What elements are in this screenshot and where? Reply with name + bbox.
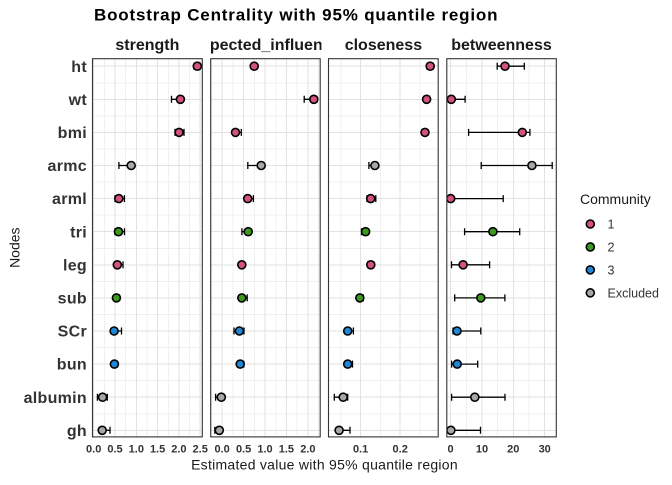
svg-text:1.5: 1.5	[279, 444, 294, 456]
svg-text:1: 1	[608, 218, 615, 232]
svg-text:Expected_influence: Expected_influence	[190, 37, 340, 54]
svg-text:0: 0	[448, 444, 454, 456]
svg-text:0.2: 0.2	[393, 444, 408, 456]
svg-text:Excluded: Excluded	[608, 286, 659, 300]
svg-text:strength: strength	[115, 37, 179, 54]
svg-text:Bootstrap Centrality with 95%: Bootstrap Centrality with 95% quantile r…	[94, 6, 498, 25]
svg-text:albumin: albumin	[24, 390, 87, 407]
svg-text:2.0: 2.0	[300, 444, 315, 456]
svg-text:10: 10	[476, 444, 488, 456]
svg-text:Nodes: Nodes	[7, 227, 23, 267]
svg-text:2.0: 2.0	[171, 444, 186, 456]
svg-text:Community: Community	[580, 191, 651, 207]
svg-text:20: 20	[507, 444, 519, 456]
svg-text:closeness: closeness	[345, 37, 422, 54]
svg-text:2.5: 2.5	[193, 444, 208, 456]
svg-text:1.0: 1.0	[129, 444, 144, 456]
svg-text:3: 3	[608, 263, 615, 277]
svg-text:gh: gh	[67, 423, 87, 440]
svg-text:wt: wt	[68, 92, 88, 109]
svg-text:armc: armc	[48, 158, 87, 175]
svg-text:bmi: bmi	[58, 125, 87, 142]
svg-text:30: 30	[539, 444, 551, 456]
svg-text:SCr: SCr	[58, 324, 87, 341]
svg-text:0.5: 0.5	[236, 444, 251, 456]
svg-text:0.0: 0.0	[214, 444, 229, 456]
svg-text:tri: tri	[70, 224, 87, 241]
svg-text:ht: ht	[71, 59, 87, 76]
svg-text:arml: arml	[52, 191, 87, 208]
svg-text:1.0: 1.0	[257, 444, 272, 456]
svg-text:bun: bun	[57, 357, 87, 374]
svg-text:0.5: 0.5	[107, 444, 122, 456]
svg-text:Estimated value with 95% quant: Estimated value with 95% quantile region	[191, 457, 458, 473]
svg-text:leg: leg	[63, 257, 87, 274]
svg-text:0.1: 0.1	[353, 444, 368, 456]
svg-text:0.0: 0.0	[86, 444, 101, 456]
svg-text:betweenness: betweenness	[451, 37, 552, 54]
svg-text:2: 2	[608, 240, 615, 254]
svg-text:1.5: 1.5	[150, 444, 165, 456]
svg-text:sub: sub	[58, 291, 87, 308]
